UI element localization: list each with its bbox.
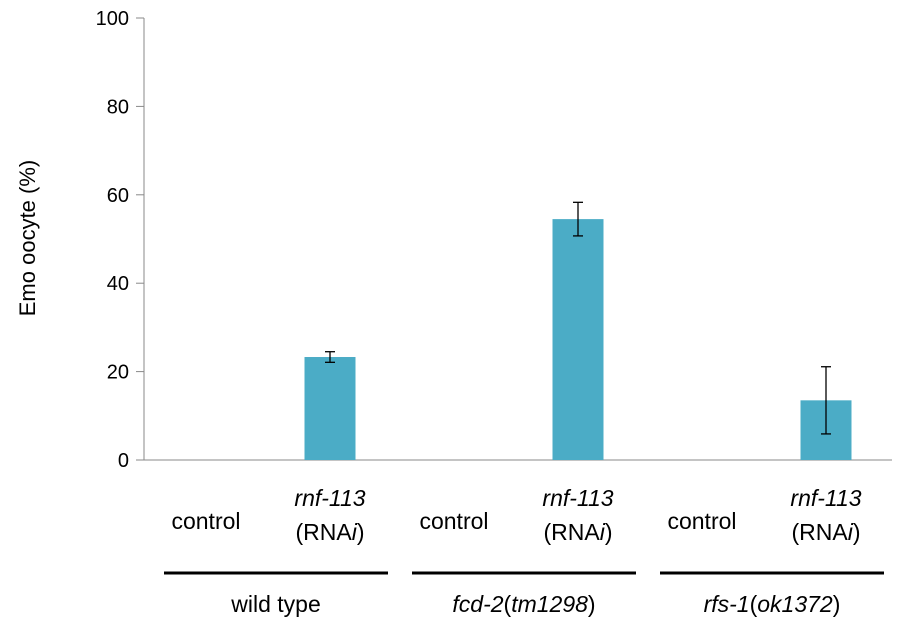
category-label: control: [171, 508, 240, 534]
y-tick-label: 0: [118, 450, 129, 472]
category-label: (RNAi): [295, 519, 364, 545]
category-label: control: [667, 508, 736, 534]
y-tick-label: 40: [107, 273, 129, 295]
group-label: rfs-1(ok1372): [704, 591, 841, 617]
bar: [552, 219, 604, 460]
y-tick-label: 60: [107, 185, 129, 207]
category-label: (RNAi): [791, 519, 860, 545]
category-label: rnf-113: [294, 485, 365, 511]
category-label: rnf-113: [542, 485, 613, 511]
y-tick-label: 20: [107, 362, 129, 384]
category-label: (RNAi): [543, 519, 612, 545]
bar: [304, 357, 356, 460]
group-label: fcd-2(tm1298): [452, 591, 595, 617]
y-tick-label: 80: [107, 96, 129, 118]
y-axis-label: Emo oocyte (%): [15, 160, 40, 317]
category-label: control: [419, 508, 488, 534]
plot-area: 0 20 40 60 80 100 control rnf-113 (RNAi) wild typ…: [96, 8, 892, 617]
y-tick-label: 100: [96, 8, 129, 30]
category-label: rnf-113: [790, 485, 861, 511]
group-label: wild type: [230, 591, 320, 617]
